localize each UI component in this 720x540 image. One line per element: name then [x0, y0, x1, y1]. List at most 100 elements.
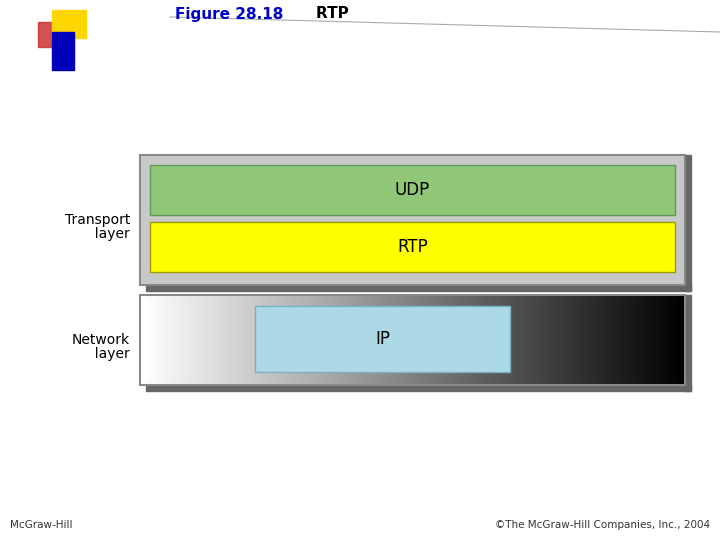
Bar	[290, 295, 295, 385]
Bar	[150, 222, 675, 272]
Bar	[544, 295, 550, 385]
Bar	[150, 165, 675, 215]
Bar	[435, 295, 441, 385]
Bar	[153, 295, 159, 385]
Bar	[52, 32, 74, 70]
Text: RTP: RTP	[397, 238, 428, 256]
Bar	[312, 295, 318, 385]
Bar	[255, 306, 510, 372]
Bar	[226, 295, 232, 385]
Bar	[146, 385, 691, 391]
Bar	[454, 295, 459, 385]
Bar	[146, 285, 691, 291]
Bar	[258, 295, 264, 385]
Bar	[549, 295, 554, 385]
Bar	[271, 295, 277, 385]
Bar	[167, 295, 173, 385]
Bar	[535, 295, 541, 385]
Bar	[558, 295, 563, 385]
Bar	[540, 295, 545, 385]
Text: layer: layer	[86, 227, 130, 241]
Text: RTP: RTP	[295, 6, 348, 22]
Bar	[476, 295, 482, 385]
Bar	[671, 295, 677, 385]
Bar	[635, 295, 641, 385]
Bar	[390, 295, 395, 385]
Bar	[685, 155, 691, 291]
Bar	[158, 295, 163, 385]
Bar	[526, 295, 531, 385]
Bar	[140, 155, 685, 285]
Text: ©The McGraw-Hill Companies, Inc., 2004: ©The McGraw-Hill Companies, Inc., 2004	[495, 520, 710, 530]
Bar	[499, 295, 504, 385]
Bar	[395, 295, 400, 385]
Bar	[408, 295, 413, 385]
Bar	[413, 295, 418, 385]
Bar	[612, 295, 618, 385]
Bar	[426, 295, 432, 385]
Bar	[585, 295, 590, 385]
Bar	[208, 295, 214, 385]
Bar	[186, 295, 191, 385]
Bar	[308, 295, 314, 385]
Bar	[399, 295, 405, 385]
Bar	[562, 295, 568, 385]
Bar	[617, 295, 622, 385]
Bar	[149, 295, 155, 385]
Bar	[263, 295, 268, 385]
Bar	[626, 295, 631, 385]
Bar	[326, 295, 332, 385]
Bar	[376, 295, 382, 385]
Bar	[449, 295, 454, 385]
Bar	[276, 295, 282, 385]
Bar	[235, 295, 241, 385]
Bar	[422, 295, 427, 385]
Bar	[458, 295, 464, 385]
Bar	[245, 295, 250, 385]
Bar	[521, 295, 527, 385]
Text: layer: layer	[86, 347, 130, 361]
Bar	[317, 295, 323, 385]
Bar	[531, 295, 536, 385]
Bar	[358, 295, 364, 385]
Bar	[567, 295, 572, 385]
Bar	[354, 295, 359, 385]
Bar	[340, 295, 346, 385]
Bar	[490, 295, 495, 385]
Bar	[685, 295, 691, 391]
Bar	[349, 295, 354, 385]
Bar	[599, 295, 604, 385]
Bar	[240, 295, 246, 385]
Bar	[513, 295, 518, 385]
Bar	[285, 295, 291, 385]
Bar	[181, 295, 186, 385]
Bar	[517, 295, 523, 385]
Bar	[508, 295, 513, 385]
Bar	[222, 295, 228, 385]
Bar	[322, 295, 327, 385]
Bar	[639, 295, 645, 385]
Bar	[608, 295, 613, 385]
Bar	[440, 295, 445, 385]
Text: UDP: UDP	[395, 181, 430, 199]
Bar	[572, 295, 577, 385]
Bar	[172, 295, 177, 385]
Bar	[253, 295, 259, 385]
Bar	[281, 295, 287, 385]
Bar	[649, 295, 654, 385]
Bar	[299, 295, 305, 385]
Bar	[140, 295, 145, 385]
Bar	[304, 295, 309, 385]
Bar	[467, 295, 472, 385]
Bar	[367, 295, 373, 385]
Bar	[403, 295, 409, 385]
Bar	[553, 295, 559, 385]
Bar	[194, 295, 200, 385]
Bar	[590, 295, 595, 385]
Bar	[190, 295, 196, 385]
Bar	[621, 295, 627, 385]
Bar	[231, 295, 236, 385]
Bar	[212, 295, 218, 385]
Text: IP: IP	[375, 330, 390, 348]
Bar	[662, 295, 668, 385]
